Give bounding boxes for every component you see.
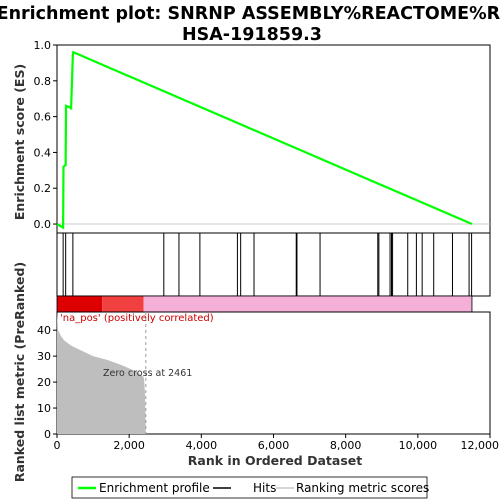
color-bar-segment [143, 296, 472, 312]
x-tick-label: 8,000 [330, 439, 362, 452]
legend-hits-label: Hits [253, 481, 276, 495]
positive-correlation-label: 'na_pos' (positively correlated) [60, 313, 214, 324]
metric-tick-label: 0 [44, 428, 51, 441]
metric-tick-label: 20 [37, 376, 51, 389]
x-tick-label: 0 [54, 439, 61, 452]
chart-title-line-1: Enrichment plot: SNRNP ASSEMBLY%REACTOME… [0, 4, 500, 24]
x-tick-label: 6,000 [258, 439, 290, 452]
metric-y-axis-label: Ranked list metric (PreRanked) [12, 262, 27, 482]
es-tick-label: 0.2 [34, 182, 52, 195]
x-tick-label: 4,000 [186, 439, 218, 452]
es-tick-label: 0.6 [34, 111, 52, 124]
x-tick-label: 2,000 [113, 439, 145, 452]
es-axis-ticks: 0.0 0.2 0.4 0.6 0.8 1.0 [34, 39, 57, 231]
x-axis-label: Rank in Ordered Dataset [188, 453, 362, 468]
x-tick-label: 12,000 [461, 439, 500, 452]
es-tick-label: 0.4 [34, 146, 52, 159]
metric-tick-label: 10 [37, 402, 51, 415]
color-bar-segment [57, 296, 103, 312]
chart-title-line-2: HSA-191859.3 [182, 25, 322, 45]
es-tick-label: 1.0 [34, 39, 52, 52]
metric-axis-ticks: 0 10 20 30 40 [37, 324, 57, 441]
metric-tick-label: 30 [37, 350, 51, 363]
ranking-metric-area [57, 312, 146, 434]
legend-profile-label: Enrichment profile [99, 481, 210, 495]
enrichment-profile-line [56, 50, 473, 230]
metric-tick-label: 40 [37, 324, 51, 337]
hit-marks [62, 233, 473, 296]
x-axis-ticks: 0 2,000 4,000 6,000 8,000 10,000 12,000 [54, 434, 500, 452]
hits-panel [56, 232, 491, 297]
es-tick-label: 0.8 [34, 75, 52, 88]
es-y-axis-label: Enrichment score (ES) [12, 64, 27, 220]
color-bar-segment [102, 296, 144, 312]
zero-cross-label: Zero cross at 2461 [103, 368, 192, 379]
x-tick-label: 10,000 [399, 439, 438, 452]
ranking-color-bar [56, 295, 473, 313]
legend-metric-label: Ranking metric scores [296, 481, 429, 495]
es-tick-label: 0.0 [34, 218, 52, 231]
legend-box [71, 476, 428, 499]
